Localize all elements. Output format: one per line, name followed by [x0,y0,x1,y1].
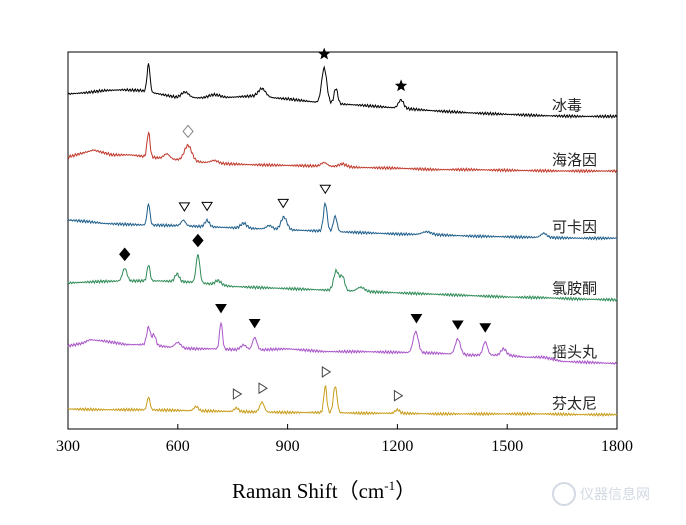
series-label-3: 可卡因 [552,218,597,236]
x-axis-title-close: ） [395,479,416,503]
x-axis-title-superscript: -1 [384,478,395,493]
trace-1 [67,63,618,119]
peak-marker-5-4 [451,320,464,330]
x-tick-label-3: 900 [276,438,300,455]
watermark: 仪器信息网 [552,482,650,506]
peak-marker-5-2 [248,318,261,329]
peak-marker-6-1 [232,388,243,400]
peak-marker-3-3 [277,198,290,209]
peak-marker-3-1 [178,202,191,212]
peak-marker-4-1 [119,247,131,262]
peak-marker-5-5 [479,323,492,333]
series-label-1: 冰毒 [552,96,582,114]
series-label-4: 氯胺酮 [552,280,597,298]
trace-4 [67,254,618,303]
peak-marker-6-4 [393,389,404,402]
watermark-text: 仪器信息网 [580,486,650,503]
plot-frame [67,51,618,430]
x-tick-label-6: 1800 [601,438,633,455]
peak-marker-1-1 [318,47,331,60]
peak-marker-4-2 [192,233,204,248]
peak-marker-3-2 [201,201,213,212]
trace-2 [67,131,618,174]
peak-marker-5-1 [215,303,227,314]
peak-marker-2-1 [182,124,194,139]
peak-marker-3-4 [319,184,332,195]
series-label-5: 摇头丸 [552,343,597,361]
peak-markers [119,47,492,402]
series-label-6: 芬太尼 [552,395,597,413]
peak-marker-6-3 [321,366,332,378]
x-axis-ticks: 300 600 900 1200 1500 1800 [56,424,633,455]
peak-marker-5-3 [410,314,423,324]
series-label-2: 海洛因 [552,151,597,169]
x-tick-label-5: 1500 [491,438,523,455]
watermark-logo-icon [552,482,576,506]
x-tick-label-1: 300 [56,438,80,455]
x-tick-label-2: 600 [166,438,190,455]
trace-6 [67,385,618,418]
spectra-traces [67,63,618,418]
x-tick-label-4: 1200 [381,438,413,455]
peak-marker-6-2 [258,382,268,395]
trace-5 [67,321,618,365]
x-axis-title-main: Raman Shift（cm [232,479,384,503]
x-axis-title: Raman Shift（cm-1） [232,478,416,503]
trace-3 [67,201,618,241]
peak-marker-1-2 [394,79,408,92]
